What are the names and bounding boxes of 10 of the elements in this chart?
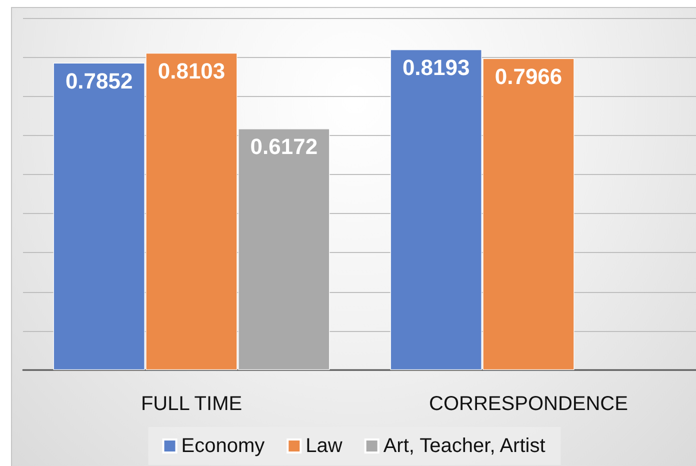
legend-label: Economy [181,435,265,457]
data-label: 0.7966 [494,64,562,89]
legend-label: Law [306,435,343,457]
x-tick-label: CORRESPONDENCE [429,393,628,415]
data-label: 0.8193 [402,55,470,80]
data-label: 0.8103 [158,58,226,84]
legend-label: Art, Teacher, Artist [383,435,546,457]
x-tick-label: FULL TIME [140,393,242,415]
data-label: 0.6172 [250,134,318,160]
data-label: 0.7852 [65,68,133,94]
